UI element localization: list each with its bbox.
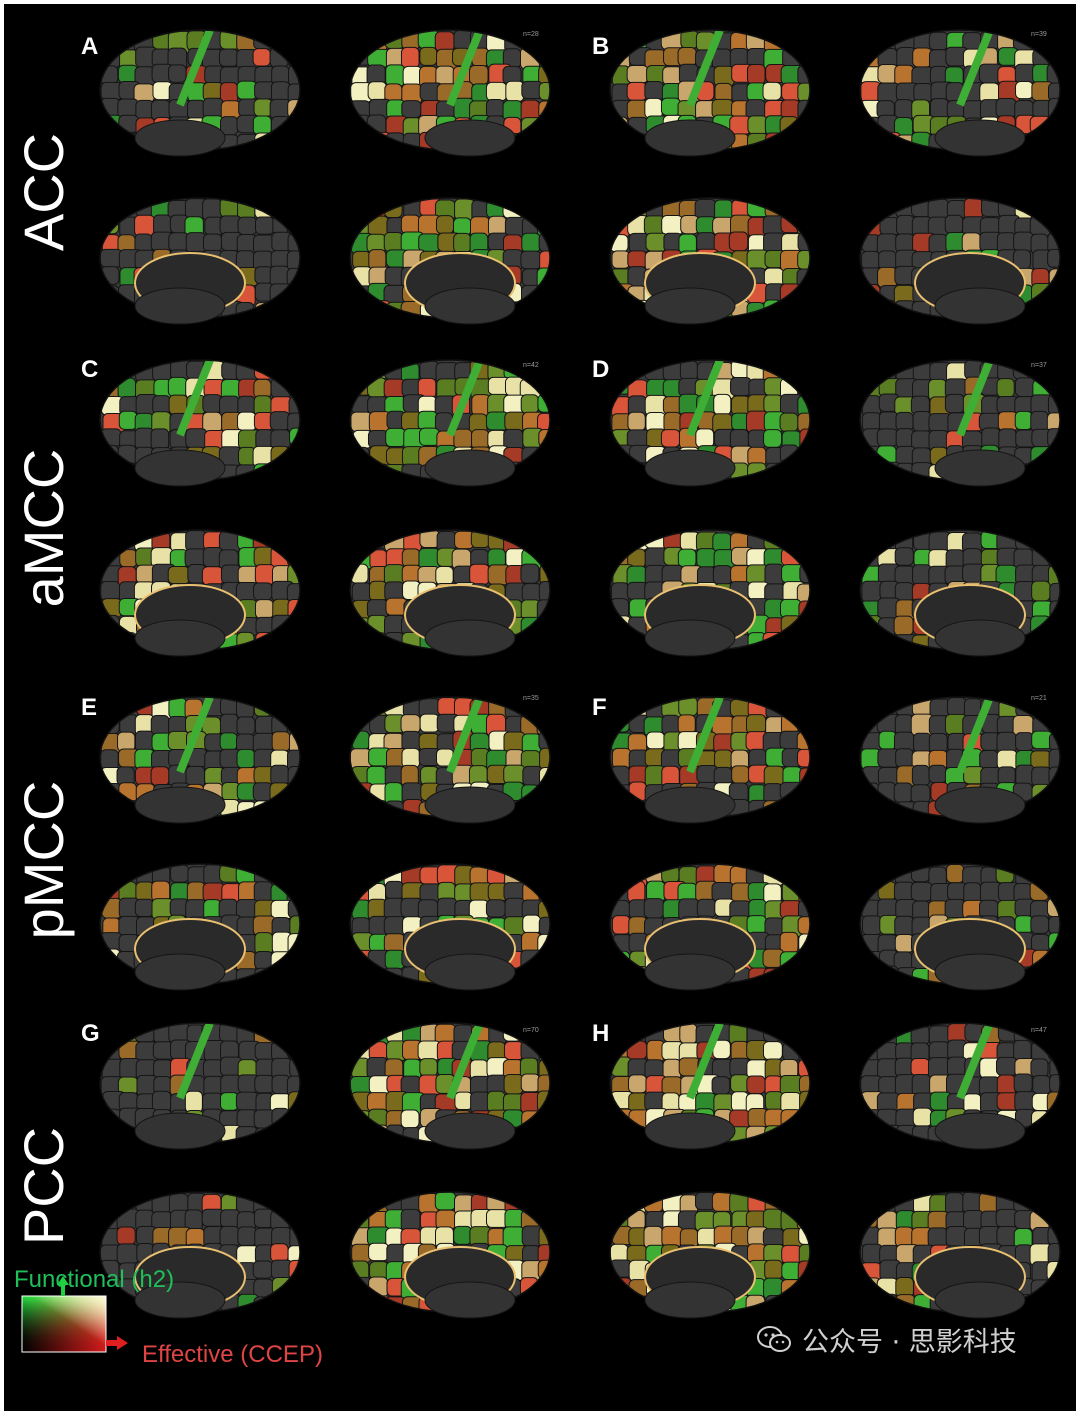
panel-letter: C [81, 356, 99, 383]
panel-letter: G [81, 1020, 100, 1047]
effective-arrow-icon [106, 1336, 128, 1350]
functional-arrow-icon [57, 1276, 69, 1296]
sample-count: n=21 [1031, 695, 1047, 702]
panel-letter: F [592, 694, 607, 721]
medial-brain-view [860, 530, 1060, 650]
watermark-text: 公众号 · 思影科技 [802, 1327, 1017, 1358]
sample-count: n=35 [523, 695, 539, 702]
sample-count: n=39 [1031, 31, 1047, 38]
legend-effective-label: Effective (CCEP) [142, 1341, 323, 1368]
sample-count: n=70 [523, 1027, 539, 1034]
sample-count: n=47 [1031, 1027, 1047, 1034]
sample-count: n=37 [1031, 362, 1047, 369]
panel-letter: E [81, 694, 98, 721]
wechat-icon [757, 1325, 791, 1352]
panel-letter: D [592, 356, 610, 383]
medial-brain-view [610, 864, 810, 984]
bivariate-color-legend [21, 1276, 128, 1353]
panel-letter: B [592, 33, 610, 60]
panel-letter: A [81, 33, 99, 60]
legend-gradient-square [21, 1295, 107, 1353]
lateral-brain-view [100, 360, 300, 480]
panel-letter: H [592, 1020, 610, 1047]
sample-count: n=42 [523, 362, 539, 369]
watermark: 公众号 · 思影科技 [756, 1320, 1017, 1359]
sample-count: n=28 [523, 31, 539, 38]
legend-functional-label: Functional (h2) [14, 1266, 175, 1293]
